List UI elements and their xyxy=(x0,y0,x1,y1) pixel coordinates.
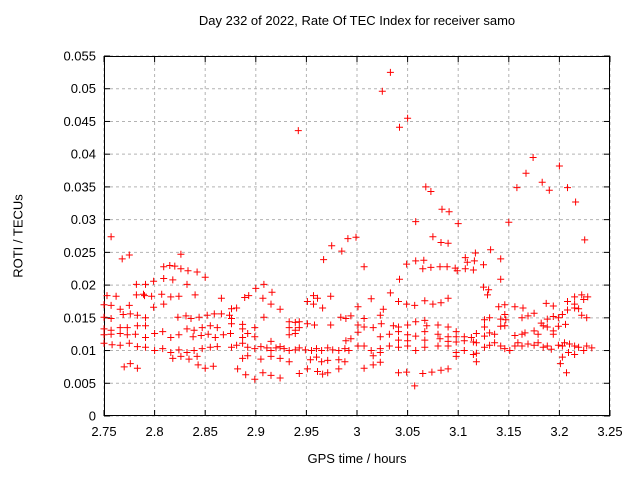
svg-text:2.85: 2.85 xyxy=(193,424,218,439)
svg-text:3: 3 xyxy=(353,424,360,439)
svg-text:2.8: 2.8 xyxy=(146,424,164,439)
svg-text:3.15: 3.15 xyxy=(496,424,521,439)
svg-text:3.2: 3.2 xyxy=(550,424,568,439)
svg-text:2.95: 2.95 xyxy=(294,424,319,439)
svg-text:0.04: 0.04 xyxy=(71,147,96,162)
y-axis-label: ROTI / TECUs xyxy=(10,194,26,278)
svg-text:0.035: 0.035 xyxy=(63,179,96,194)
data-points xyxy=(100,68,596,390)
x-axis-label: GPS time / hours xyxy=(307,451,407,466)
chart-title: Day 232 of 2022, Rate Of TEC Index for r… xyxy=(198,13,516,28)
svg-text:2.9: 2.9 xyxy=(247,424,265,439)
y-tick-labels: 0 0.005 0.01 0.015 0.02 0.025 0.03 0.035 0.04 0.0… xyxy=(63,49,96,424)
svg-text:0.045: 0.045 xyxy=(63,114,96,129)
svg-text:0.02: 0.02 xyxy=(71,278,96,293)
axes xyxy=(103,55,611,417)
svg-text:0.05: 0.05 xyxy=(71,81,96,96)
svg-text:0.03: 0.03 xyxy=(71,212,96,227)
svg-text:2.75: 2.75 xyxy=(91,424,116,439)
svg-text:3.25: 3.25 xyxy=(597,424,622,439)
svg-text:0.005: 0.005 xyxy=(63,376,96,391)
svg-text:3.1: 3.1 xyxy=(449,424,467,439)
svg-text:3.05: 3.05 xyxy=(395,424,420,439)
gridlines xyxy=(103,55,611,417)
svg-text:0.025: 0.025 xyxy=(63,245,96,260)
svg-text:0.015: 0.015 xyxy=(63,310,96,325)
svg-text:0.055: 0.055 xyxy=(63,49,96,64)
svg-text:0.01: 0.01 xyxy=(71,343,96,358)
svg-text:0: 0 xyxy=(89,409,96,424)
x-tick-labels: 2.75 2.8 2.85 2.9 2.95 3 3.05 3.1 3.15 3.2 3.25 xyxy=(91,424,622,439)
